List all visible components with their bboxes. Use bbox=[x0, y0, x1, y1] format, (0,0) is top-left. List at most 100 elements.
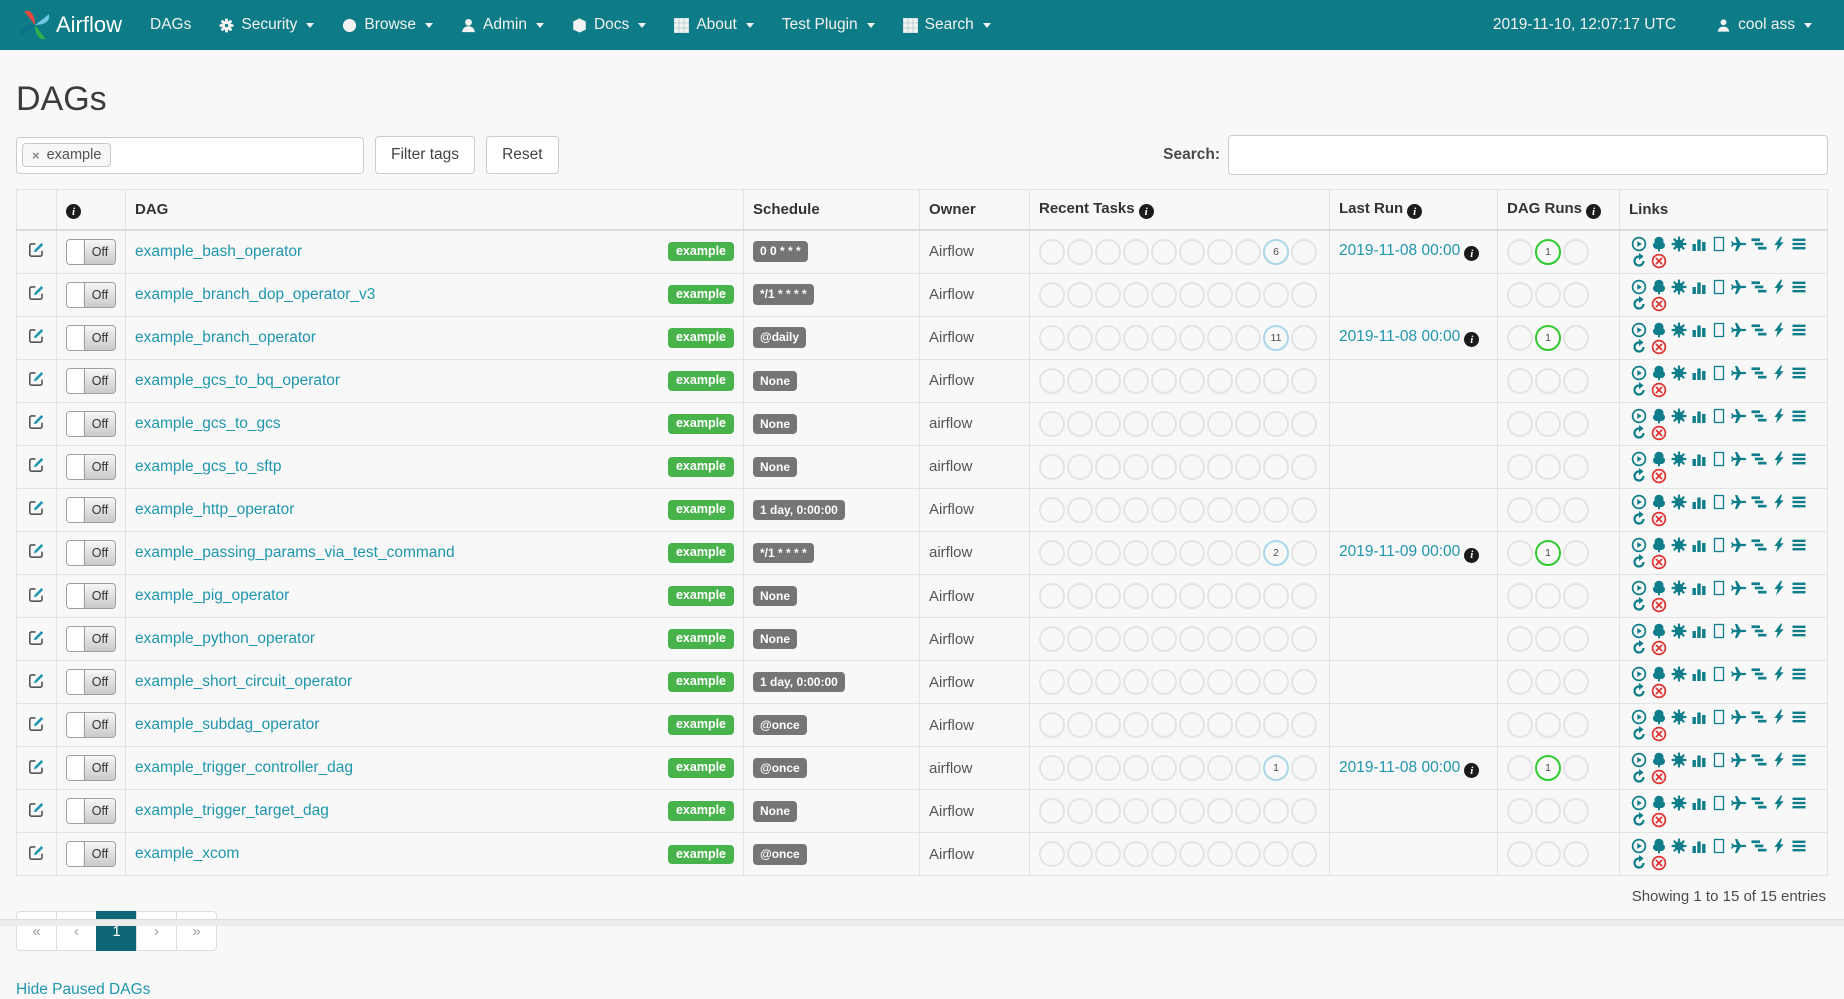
trigger-dag-icon[interactable] bbox=[1631, 408, 1647, 424]
recent-task-circle[interactable] bbox=[1235, 755, 1261, 781]
code-view-icon[interactable] bbox=[1771, 279, 1787, 295]
dag-run-circle[interactable] bbox=[1535, 583, 1561, 609]
trigger-dag-icon[interactable] bbox=[1631, 623, 1647, 639]
task-duration-icon[interactable] bbox=[1691, 709, 1707, 725]
recent-task-circle[interactable] bbox=[1207, 540, 1233, 566]
dag-tag-badge[interactable]: example bbox=[668, 328, 734, 348]
recent-task-circle[interactable] bbox=[1263, 669, 1289, 695]
recent-task-circle[interactable] bbox=[1095, 540, 1121, 566]
graph-view-icon[interactable] bbox=[1671, 494, 1687, 510]
trigger-dag-icon[interactable] bbox=[1631, 752, 1647, 768]
graph-view-icon[interactable] bbox=[1671, 537, 1687, 553]
tree-view-icon[interactable] bbox=[1651, 752, 1667, 768]
tree-view-icon[interactable] bbox=[1651, 838, 1667, 854]
recent-task-circle[interactable] bbox=[1235, 798, 1261, 824]
recent-task-circle[interactable] bbox=[1179, 755, 1205, 781]
refresh-icon[interactable] bbox=[1631, 554, 1647, 570]
recent-task-circle[interactable] bbox=[1151, 454, 1177, 480]
pause-toggle[interactable]: Off bbox=[66, 755, 116, 781]
airflow-brand-link[interactable]: Airflow bbox=[18, 8, 122, 42]
task-tries-icon[interactable] bbox=[1711, 838, 1727, 854]
dag-run-circle[interactable] bbox=[1507, 325, 1533, 351]
graph-view-icon[interactable] bbox=[1671, 279, 1687, 295]
trigger-dag-icon[interactable] bbox=[1631, 451, 1647, 467]
dag-tag-badge[interactable]: example bbox=[668, 845, 734, 865]
delete-dag-icon[interactable] bbox=[1651, 554, 1667, 570]
dag-run-circle[interactable] bbox=[1563, 798, 1589, 824]
recent-task-circle[interactable] bbox=[1235, 540, 1261, 566]
dag-run-circle[interactable] bbox=[1507, 411, 1533, 437]
edit-dag-button[interactable] bbox=[28, 590, 45, 607]
edit-dag-button[interactable] bbox=[28, 417, 45, 434]
tree-view-icon[interactable] bbox=[1651, 537, 1667, 553]
recent-task-circle[interactable] bbox=[1151, 798, 1177, 824]
recent-task-circle[interactable] bbox=[1151, 497, 1177, 523]
delete-dag-icon[interactable] bbox=[1651, 726, 1667, 742]
refresh-icon[interactable] bbox=[1631, 640, 1647, 656]
recent-task-circle[interactable] bbox=[1095, 497, 1121, 523]
edit-dag-button[interactable] bbox=[28, 762, 45, 779]
recent-task-circle[interactable] bbox=[1235, 411, 1261, 437]
delete-dag-icon[interactable] bbox=[1651, 511, 1667, 527]
remove-tag-icon[interactable]: × bbox=[32, 148, 40, 163]
landing-times-icon[interactable] bbox=[1731, 666, 1747, 682]
recent-task-circle[interactable] bbox=[1067, 239, 1093, 265]
nav-item-security[interactable]: Security bbox=[205, 0, 328, 50]
dag-link[interactable]: example_http_operator bbox=[135, 501, 294, 519]
recent-task-circle[interactable] bbox=[1179, 841, 1205, 867]
nav-item-search[interactable]: Search bbox=[889, 0, 1005, 50]
task-tries-icon[interactable] bbox=[1711, 365, 1727, 381]
tree-view-icon[interactable] bbox=[1651, 494, 1667, 510]
dag-tag-badge[interactable]: example bbox=[668, 672, 734, 692]
graph-view-icon[interactable] bbox=[1671, 451, 1687, 467]
dag-details-icon[interactable] bbox=[1791, 322, 1807, 338]
delete-dag-icon[interactable] bbox=[1651, 425, 1667, 441]
recent-task-circle[interactable] bbox=[1179, 497, 1205, 523]
gantt-icon[interactable] bbox=[1751, 322, 1767, 338]
recent-task-none-circle[interactable]: 2 bbox=[1263, 540, 1289, 566]
dag-run-circle[interactable] bbox=[1535, 282, 1561, 308]
filter-tags-button[interactable]: Filter tags bbox=[375, 136, 475, 174]
recent-task-circle[interactable] bbox=[1263, 497, 1289, 523]
pagination-button[interactable]: « bbox=[16, 911, 57, 951]
recent-task-circle[interactable] bbox=[1263, 626, 1289, 652]
refresh-icon[interactable] bbox=[1631, 296, 1647, 312]
recent-task-circle[interactable] bbox=[1039, 626, 1065, 652]
search-input[interactable] bbox=[1228, 135, 1828, 175]
trigger-dag-icon[interactable] bbox=[1631, 365, 1647, 381]
recent-task-none-circle[interactable]: 1 bbox=[1263, 755, 1289, 781]
dag-run-circle[interactable] bbox=[1563, 411, 1589, 437]
graph-view-icon[interactable] bbox=[1671, 580, 1687, 596]
recent-task-circle[interactable] bbox=[1235, 712, 1261, 738]
recent-task-circle[interactable] bbox=[1207, 583, 1233, 609]
gantt-icon[interactable] bbox=[1751, 709, 1767, 725]
dag-tag-badge[interactable]: example bbox=[668, 500, 734, 520]
recent-task-circle[interactable] bbox=[1039, 454, 1065, 480]
dag-run-circle[interactable] bbox=[1535, 626, 1561, 652]
recent-task-circle[interactable] bbox=[1179, 798, 1205, 824]
dag-tag-badge[interactable]: example bbox=[668, 801, 734, 821]
recent-task-circle[interactable] bbox=[1095, 239, 1121, 265]
landing-times-icon[interactable] bbox=[1731, 752, 1747, 768]
pause-toggle[interactable]: Off bbox=[66, 239, 116, 265]
recent-task-circle[interactable] bbox=[1235, 841, 1261, 867]
trigger-dag-icon[interactable] bbox=[1631, 580, 1647, 596]
recent-task-circle[interactable] bbox=[1095, 841, 1121, 867]
edit-dag-button[interactable] bbox=[28, 546, 45, 563]
dag-run-success-circle[interactable]: 1 bbox=[1535, 540, 1561, 566]
delete-dag-icon[interactable] bbox=[1651, 855, 1667, 871]
dag-link[interactable]: example_trigger_controller_dag bbox=[135, 759, 353, 777]
refresh-icon[interactable] bbox=[1631, 597, 1647, 613]
edit-dag-button[interactable] bbox=[28, 288, 45, 305]
recent-task-circle[interactable] bbox=[1067, 583, 1093, 609]
dag-run-success-circle[interactable]: 1 bbox=[1535, 755, 1561, 781]
dag-run-circle[interactable] bbox=[1563, 282, 1589, 308]
refresh-icon[interactable] bbox=[1631, 382, 1647, 398]
delete-dag-icon[interactable] bbox=[1651, 339, 1667, 355]
dag-run-circle[interactable] bbox=[1535, 669, 1561, 695]
pause-toggle[interactable]: Off bbox=[66, 626, 116, 652]
recent-task-circle[interactable] bbox=[1095, 755, 1121, 781]
refresh-icon[interactable] bbox=[1631, 726, 1647, 742]
tree-view-icon[interactable] bbox=[1651, 365, 1667, 381]
delete-dag-icon[interactable] bbox=[1651, 640, 1667, 656]
